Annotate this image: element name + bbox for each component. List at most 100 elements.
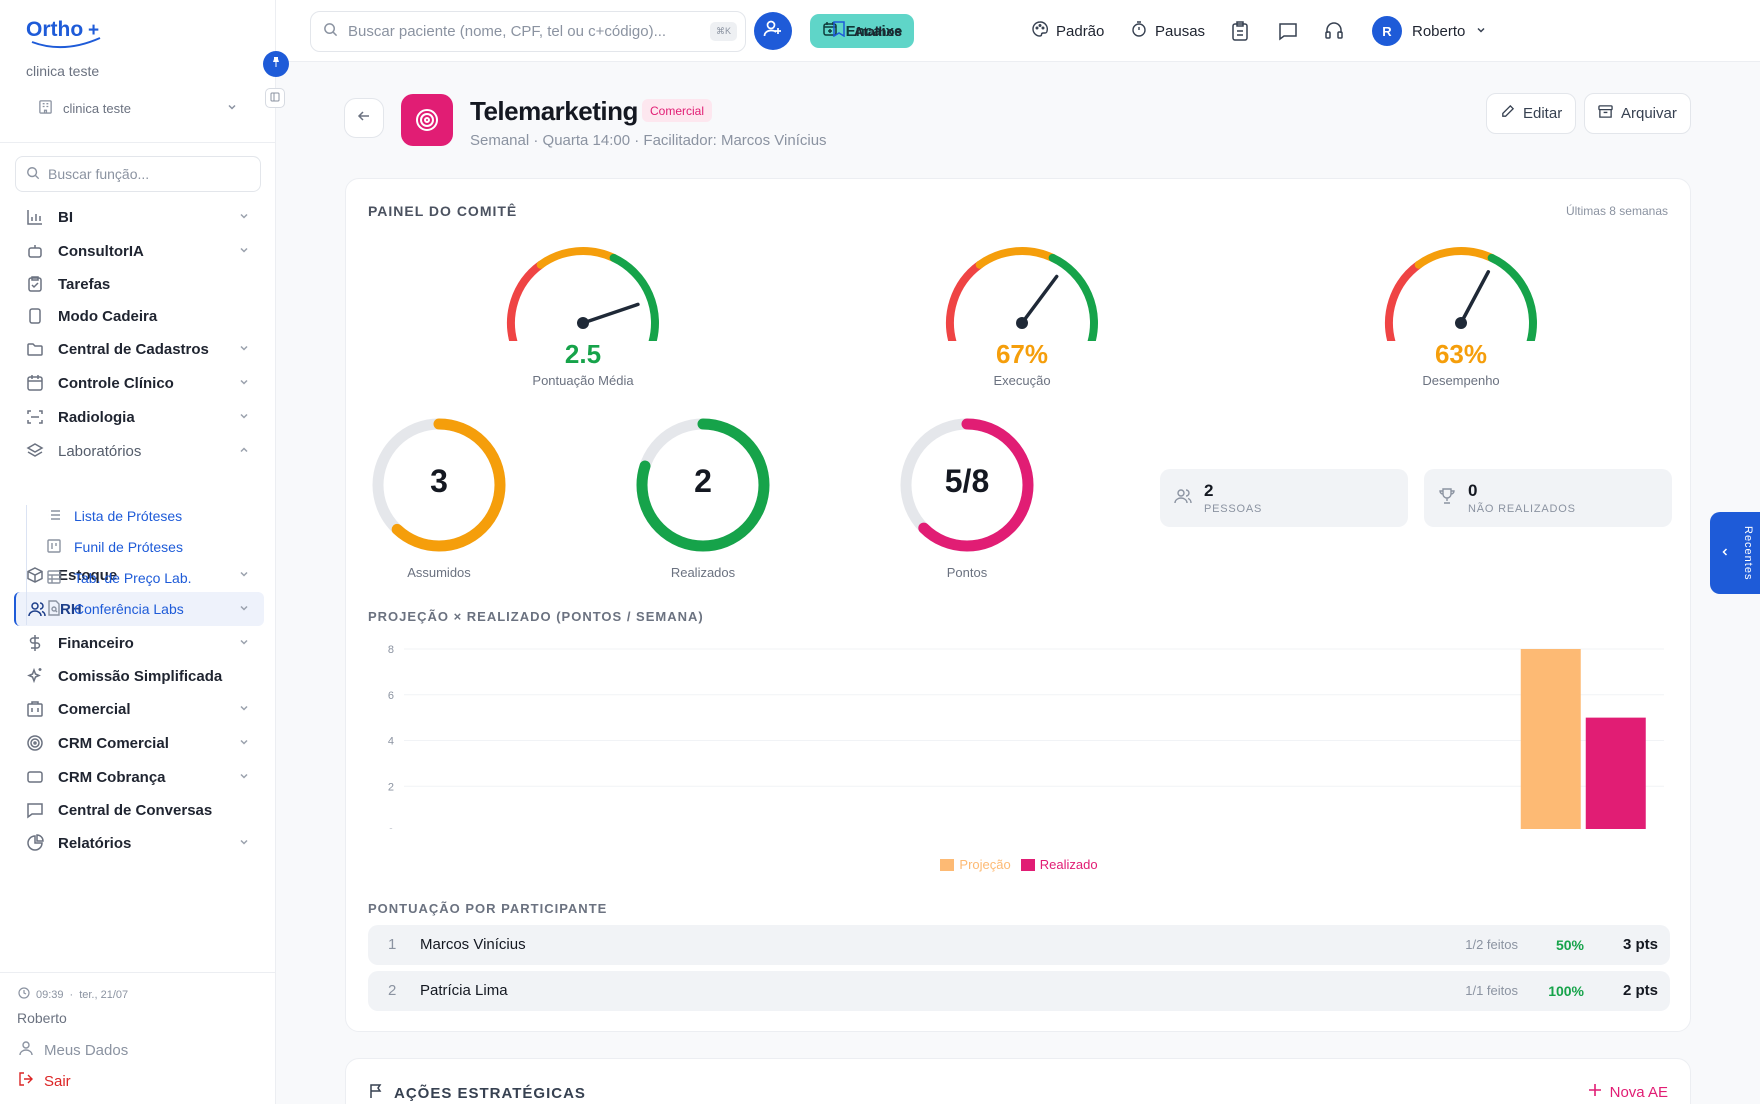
panel-title: PAINEL DO COMITÊ [368, 203, 518, 219]
archive-icon [1598, 104, 1613, 123]
sidebar-item-radiologia[interactable]: Radiologia [14, 400, 264, 434]
sidebar-item-crm-cobranca[interactable]: CRM Cobrança [14, 760, 264, 794]
sidebar-item-comissao[interactable]: Comissão Simplificada [14, 660, 264, 692]
target-icon [401, 94, 453, 146]
file-search-icon [46, 599, 62, 619]
users-icon [1174, 487, 1192, 510]
lab-subitem-lista-proteses[interactable]: Lista de Próteses [46, 503, 182, 529]
timer-icon [1131, 21, 1147, 41]
bot-icon [26, 242, 44, 260]
clinic-select[interactable]: clinica teste [38, 96, 238, 120]
arrow-left-icon [356, 108, 372, 129]
avatar: R [1372, 16, 1402, 46]
chevron-down-icon [238, 409, 250, 426]
add-patient-button[interactable] [754, 12, 792, 50]
archive-button[interactable]: Arquivar [1584, 93, 1691, 134]
sidebar-item-label: CRM Cobrança [58, 768, 166, 786]
pin-sidebar-button[interactable] [263, 51, 289, 77]
collapse-sidebar-button[interactable] [265, 88, 285, 108]
sidebar-item-label: Comercial [58, 700, 131, 718]
gauge-graphic [946, 247, 1098, 341]
participant-row[interactable]: 1 Marcos Vinícius 1/2 feitos 50% 3 pts [368, 925, 1670, 965]
sidebar-item-tarefas[interactable]: Tarefas [14, 268, 264, 300]
gauge-pontuacao-media: 2.5 Pontuação Média [493, 241, 673, 388]
chart-legend: Projeção Realizado [346, 857, 1692, 872]
palette-icon [1032, 21, 1048, 41]
participant-rank: 1 [388, 936, 397, 953]
sparkles-icon [26, 667, 44, 685]
legend-swatch [940, 858, 955, 871]
function-search-input[interactable]: Buscar função... [15, 156, 261, 192]
legend-item[interactable]: Realizado [1020, 857, 1098, 872]
sidebar-item-bi[interactable]: BI [14, 200, 264, 234]
participant-name: Patrícia Lima [420, 982, 508, 999]
strategic-actions-label: AÇÕES ESTRATÉGICAS [394, 1084, 586, 1102]
ortho-logo[interactable]: Ortho + [26, 16, 126, 56]
my-data-link[interactable]: Meus Dados [18, 1040, 128, 1060]
sidebar-item-crm-comercial[interactable]: CRM Comercial [14, 726, 264, 760]
chevron-down-icon [238, 601, 250, 618]
chevron-down-icon [238, 701, 250, 718]
calendar-plus-icon [822, 21, 838, 41]
atalhos-link[interactable]: Atalhos [832, 14, 902, 48]
archive-label: Arquivar [1621, 105, 1677, 122]
participant-done: 1/2 feitos [1465, 937, 1518, 952]
clinic-name: clinica teste [26, 63, 100, 79]
sidebar-item-laboratorios[interactable]: Laboratórios [14, 434, 264, 468]
logout-link[interactable]: Sair [18, 1071, 71, 1091]
padrao-button[interactable]: Padrão [1032, 14, 1104, 48]
sidebar-item-financeiro[interactable]: Financeiro [14, 626, 264, 660]
footer-date: ter., 21/07 [79, 988, 129, 1001]
edit-label: Editar [1523, 105, 1563, 122]
sidebar-item-estoque[interactable]: Estoque [14, 558, 264, 592]
plus-icon [1588, 1083, 1602, 1101]
sidebar-item-controle-clinico[interactable]: Controle Clínico [14, 366, 264, 400]
ring-realizados: 2 Realizados [633, 415, 773, 585]
lab-subitem-funil-proteses[interactable]: Funil de Próteses [46, 534, 183, 560]
sidebar-item-relatorios[interactable]: Relatórios [14, 826, 264, 860]
strategic-actions-title: AÇÕES ESTRATÉGICAS [368, 1083, 586, 1103]
pausas-button[interactable]: Pausas [1131, 14, 1205, 48]
message-icon[interactable] [1276, 19, 1300, 43]
sidebar-item-label: Controle Clínico [58, 374, 174, 392]
new-ae-label: Nova AE [1609, 1083, 1668, 1101]
recents-tab[interactable]: Recentes [1710, 512, 1760, 594]
footer-time: 09:39 [36, 988, 64, 1001]
new-ae-button[interactable]: Nova AE [1588, 1083, 1668, 1101]
shortcut-hint: ⌘K [709, 22, 737, 41]
sidebar-item-consultoria[interactable]: ConsultorIA [14, 234, 264, 268]
ring-value: 5/8 [944, 463, 990, 499]
patient-search-input[interactable]: Buscar paciente (nome, CPF, tel ou c+cód… [310, 11, 746, 52]
gauge-label: Execução [993, 373, 1051, 388]
user-menu[interactable]: R Roberto [1372, 15, 1487, 47]
sidebar-item-label: Tarefas [58, 275, 111, 293]
lab-subitem-conferencia[interactable]: Conferência Labs [46, 596, 184, 622]
gauge-value: 63% [1434, 339, 1488, 369]
encaixe-button[interactable]: Encaixe [810, 14, 914, 48]
gauge-execucao: 67% Execução [932, 241, 1112, 388]
sidebar-item-comercial[interactable]: Comercial [14, 692, 264, 726]
clipboard-list-icon[interactable] [1228, 19, 1252, 43]
legend-item[interactable]: Projeção [940, 857, 1011, 872]
strategic-actions-panel: AÇÕES ESTRATÉGICAS Nova AE [345, 1058, 1691, 1104]
headset-icon[interactable] [1322, 19, 1346, 43]
bookmark-icon [832, 21, 846, 41]
sidebar-item-label: ConsultorIA [58, 242, 144, 260]
participant-row[interactable]: 2 Patrícia Lima 1/1 feitos 100% 2 pts [368, 971, 1670, 1011]
back-button[interactable] [344, 98, 384, 138]
sidebar: Ortho + clinica teste clinica teste Busc… [0, 0, 276, 1104]
search-icon [26, 166, 40, 183]
page-title: Telemarketing [470, 96, 638, 126]
divider [0, 972, 276, 973]
participant-pts: 2 pts [1622, 982, 1658, 999]
sidebar-item-modo-cadeira[interactable]: Modo Cadeira [14, 300, 264, 332]
lab-subitem-label: Tab. de Preço Lab. [74, 570, 192, 586]
lab-subitem-tab-preco[interactable]: Tab. de Preço Lab. [46, 565, 192, 591]
sidebar-item-central-cadastros[interactable]: Central de Cadastros [14, 332, 264, 366]
user-icon [18, 1040, 34, 1060]
sidebar-item-central-conversas[interactable]: Central de Conversas [14, 794, 264, 826]
edit-button[interactable]: Editar [1486, 93, 1577, 134]
target-icon [26, 734, 44, 752]
category-badge: Comercial [642, 99, 713, 122]
clipboard-check-icon [26, 275, 44, 293]
